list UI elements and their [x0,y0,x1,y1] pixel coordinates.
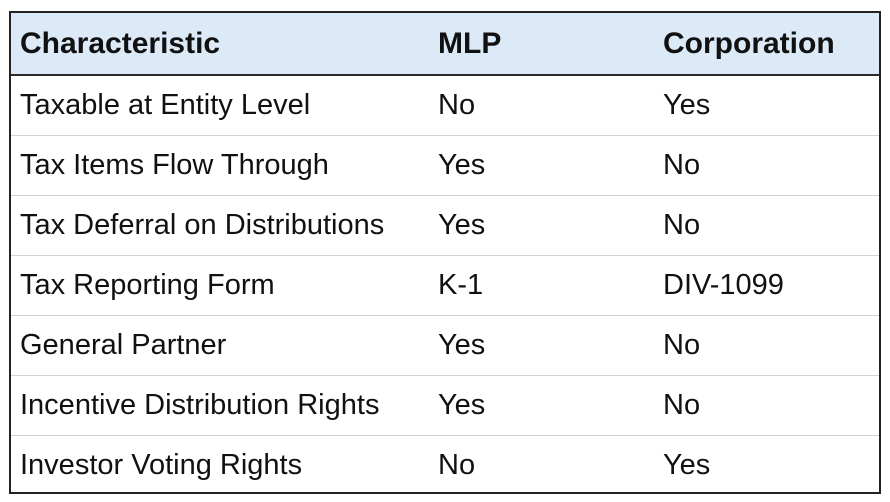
cell-mlp: No [429,75,654,136]
cell-corporation: No [654,315,879,376]
table-row: Investor Voting Rights No Yes [11,436,879,496]
cell-mlp: Yes [429,195,654,256]
comparison-table-frame: Characteristic MLP Corporation Taxable a… [9,11,881,494]
cell-characteristic: General Partner [11,315,429,376]
cell-corporation: No [654,195,879,256]
header-characteristic: Characteristic [11,13,429,76]
table-row: Tax Deferral on Distributions Yes No [11,195,879,256]
table-row: Tax Reporting Form K-1 DIV-1099 [11,255,879,316]
cell-characteristic: Tax Items Flow Through [11,135,429,196]
table-header-row: Characteristic MLP Corporation [11,13,879,76]
cell-corporation: No [654,135,879,196]
cell-mlp: Yes [429,135,654,196]
table-row: Tax Items Flow Through Yes No [11,135,879,196]
cell-characteristic: Incentive Distribution Rights [11,375,429,436]
cell-corporation: Yes [663,449,711,481]
header-mlp: MLP [429,13,654,76]
cell-characteristic: Taxable at Entity Level [11,75,429,136]
cell-mlp: Yes [429,375,654,436]
cell-corporation: DIV-1099 [654,255,879,316]
header-corporation: Corporation [654,13,879,76]
cell-mlp: Yes [429,315,654,376]
cell-mlp: K-1 [429,255,654,316]
table-row: Taxable at Entity Level No Yes [11,75,879,136]
cell-corporation: Yes [654,75,879,136]
table-row: General Partner Yes No [11,315,879,376]
cell-mlp: No [438,449,476,481]
table-row: Incentive Distribution Rights Yes No [11,375,879,436]
cell-characteristic: Tax Reporting Form [11,255,429,316]
mlp-vs-corporation-table: Characteristic MLP Corporation Taxable a… [11,13,879,495]
cell-corporation: No [654,375,879,436]
cell-characteristic: Investor Voting Rights [20,449,303,481]
cell-characteristic: Tax Deferral on Distributions [11,195,429,256]
